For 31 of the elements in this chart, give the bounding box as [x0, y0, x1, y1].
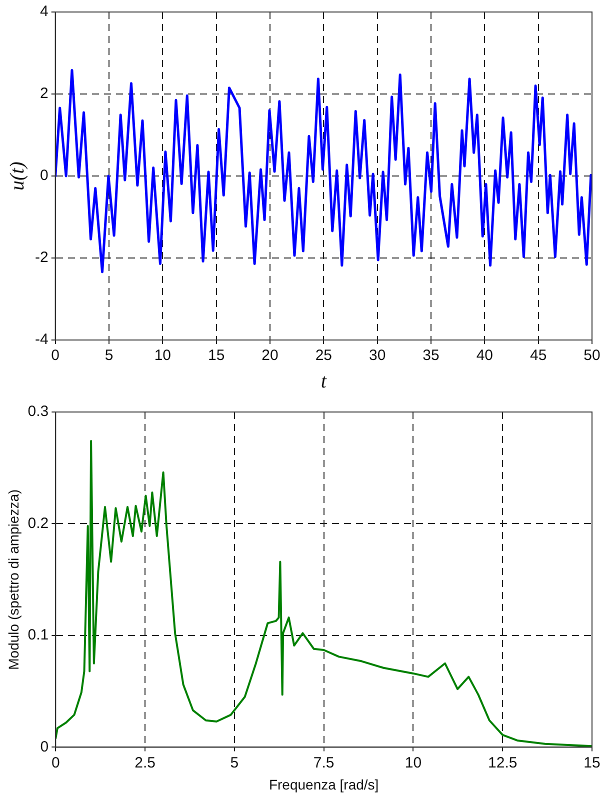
x-tick-label: 10 — [404, 754, 422, 772]
x-tick-label: 15 — [208, 347, 225, 364]
y-tick-label: 0.2 — [28, 514, 49, 532]
x-axis-title: t — [320, 370, 327, 392]
x-tick-label: 25 — [315, 347, 332, 364]
y-tick-label: 2 — [40, 85, 48, 102]
x-tick-label: 35 — [422, 347, 440, 364]
y-tick-label: -2 — [34, 249, 48, 266]
x-tick-label: 40 — [476, 347, 494, 364]
y-tick-label: 0.1 — [28, 626, 49, 644]
x-tick-label: 0 — [51, 347, 60, 364]
y-tick-label: 4 — [40, 3, 48, 20]
x-tick-label: 12.5 — [488, 754, 518, 772]
x-tick-label: 5 — [104, 347, 114, 364]
x-tick-label: 10 — [154, 347, 172, 364]
x-tick-label: 15 — [584, 754, 600, 772]
x-tick-label: 20 — [262, 347, 278, 364]
y-tick-label: 0 — [40, 738, 49, 756]
y-tick-label: -4 — [34, 331, 48, 348]
y-tick-label: 0.3 — [28, 403, 49, 420]
y-tick-label: 0 — [40, 167, 48, 184]
x-tick-label: 7.5 — [313, 754, 334, 772]
x-tick-label: 2.5 — [134, 754, 156, 772]
y-axis-title: Modulo (spettro di ampiezza) — [5, 489, 22, 670]
x-tick-label: 0 — [51, 754, 60, 772]
x-tick-label: 5 — [230, 754, 239, 772]
x-axis-title: Frequenza [rad/s] — [268, 776, 379, 792]
y-axis-title: u(t) — [6, 161, 28, 190]
x-tick-label: 45 — [530, 347, 547, 364]
x-tick-label: 50 — [584, 347, 600, 364]
x-tick-label: 30 — [368, 347, 386, 364]
